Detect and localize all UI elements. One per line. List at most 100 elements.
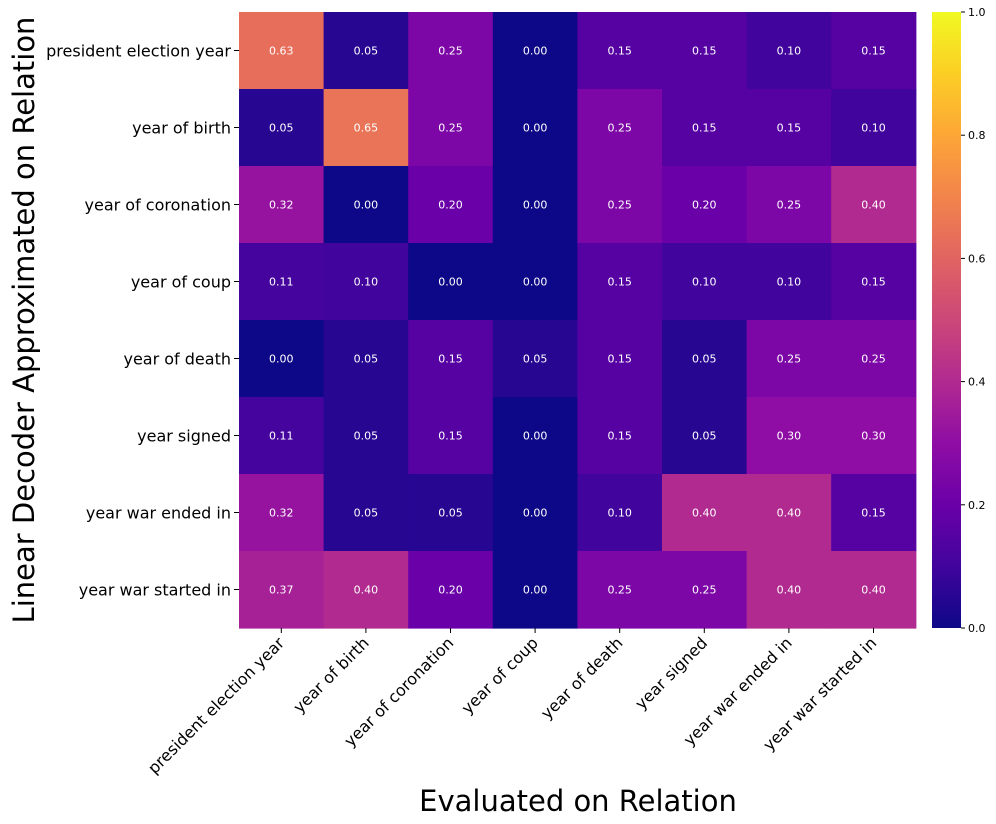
cell-value-label: 0.15 (692, 122, 717, 135)
cell-value-label: 0.15 (861, 507, 886, 520)
heatmap-cell (831, 12, 917, 90)
heatmap-cell (746, 474, 832, 552)
heatmap-cell (662, 89, 748, 167)
heatmap-cell (239, 397, 325, 475)
cell-value-label: 0.10 (692, 276, 717, 289)
cell-value-label: 0.40 (354, 584, 379, 597)
cell-value-label: 0.00 (523, 430, 548, 443)
cell-value-label: 0.63 (269, 45, 294, 58)
cell-value-label: 0.05 (692, 353, 717, 366)
cell-value-label: 0.10 (777, 45, 802, 58)
cell-value-label: 0.05 (354, 45, 379, 58)
heatmap-cell (239, 474, 325, 552)
y-tick-label: president election year (46, 42, 231, 61)
heatmap-cell (239, 551, 325, 629)
heatmap-cell-labels: 0.63 0.05 0.25 0.00 0.15 0.15 0.10 0.15 0.05 0.65… (269, 45, 886, 597)
cell-value-label: 0.05 (354, 430, 379, 443)
heatmap-cell (746, 243, 832, 321)
cell-value-label: 0.32 (269, 199, 294, 212)
heatmap-cell (577, 166, 663, 244)
heatmap-cell (408, 397, 494, 475)
cell-value-label: 0.00 (523, 507, 548, 520)
cell-value-label: 0.10 (607, 507, 632, 520)
heatmap-cells (239, 12, 917, 629)
cell-value-label: 0.25 (607, 122, 632, 135)
y-tick-label: year of coronation (85, 196, 231, 215)
cell-value-label: 0.10 (861, 122, 886, 135)
heatmap-cell (239, 320, 325, 398)
x-axis-title: Evaluated on Relation (419, 784, 737, 818)
y-tick-label: year war started in (79, 581, 231, 600)
heatmap-cell (662, 166, 748, 244)
heatmap-cell (492, 397, 578, 475)
heatmap-cell (831, 551, 917, 629)
cell-value-label: 0.25 (692, 584, 717, 597)
heatmap-cell (492, 89, 578, 167)
heatmap-cell (746, 320, 832, 398)
heatmap-cell (662, 12, 748, 90)
heatmap-cell (746, 166, 832, 244)
heatmap-cell (492, 320, 578, 398)
cell-value-label: 0.40 (861, 584, 886, 597)
heatmap-cell (323, 89, 409, 167)
cell-value-label: 0.00 (523, 199, 548, 212)
heatmap-cell (323, 243, 409, 321)
heatmap-cell (831, 474, 917, 552)
y-axis-title: Linear Decoder Approximated on Relation (7, 17, 41, 624)
cell-value-label: 0.15 (607, 430, 632, 443)
heatmap-cell (577, 89, 663, 167)
colorbar-tick-label: 0.6 (968, 252, 986, 265)
y-axis-ticks: president election year year of birth year… (46, 42, 239, 600)
heatmap-cell (492, 474, 578, 552)
heatmap-cell (492, 551, 578, 629)
cell-value-label: 0.00 (354, 199, 379, 212)
colorbar-ticks: 0.0 0.2 0.4 0.6 0.8 1.0 (961, 6, 986, 635)
cell-value-label: 0.40 (692, 507, 717, 520)
heatmap-cell (323, 551, 409, 629)
cell-value-label: 0.11 (269, 430, 294, 443)
heatmap-cell (323, 320, 409, 398)
cell-value-label: 0.15 (692, 45, 717, 58)
heatmap-cell (662, 474, 748, 552)
y-tick-label: year war ended in (86, 504, 231, 523)
heatmap-cell (492, 243, 578, 321)
heatmap-cell (746, 551, 832, 629)
cell-value-label: 0.40 (777, 584, 802, 597)
heatmap-cell (831, 243, 917, 321)
colorbar-tick-label: 0.4 (968, 376, 986, 389)
heatmap-cell (408, 474, 494, 552)
colorbar-tick-label: 0.2 (968, 499, 986, 512)
cell-value-label: 0.05 (354, 353, 379, 366)
y-tick-label: year of death (123, 350, 231, 369)
heatmap-cell (831, 397, 917, 475)
heatmap-cell (239, 166, 325, 244)
cell-value-label: 0.30 (777, 430, 802, 443)
heatmap-cell (831, 166, 917, 244)
cell-value-label: 0.25 (438, 45, 463, 58)
heatmap-cell (408, 243, 494, 321)
cell-value-label: 0.25 (777, 199, 802, 212)
cell-value-label: 0.15 (438, 353, 463, 366)
heatmap-cell (746, 397, 832, 475)
cell-value-label: 0.10 (777, 276, 802, 289)
cell-value-label: 0.37 (269, 584, 294, 597)
y-tick-label: year signed (137, 427, 231, 446)
cell-value-label: 0.05 (438, 507, 463, 520)
cell-value-label: 0.00 (523, 45, 548, 58)
colorbar-gradient (932, 12, 961, 628)
heatmap-cell (577, 320, 663, 398)
heatmap-cell (662, 243, 748, 321)
cell-value-label: 0.15 (607, 276, 632, 289)
heatmap-cell (408, 551, 494, 629)
colorbar: 0.0 0.2 0.4 0.6 0.8 1.0 (932, 6, 986, 635)
cell-value-label: 0.20 (692, 199, 717, 212)
heatmap-cell (323, 474, 409, 552)
cell-value-label: 0.25 (777, 353, 802, 366)
x-tick-label: year signed (631, 633, 711, 713)
cell-value-label: 0.25 (607, 584, 632, 597)
x-tick-label: year of birth (289, 633, 372, 716)
x-tick-label: year of coup (458, 633, 542, 717)
cell-value-label: 0.05 (523, 353, 548, 366)
heatmap-cell (323, 397, 409, 475)
cell-value-label: 0.20 (438, 199, 463, 212)
